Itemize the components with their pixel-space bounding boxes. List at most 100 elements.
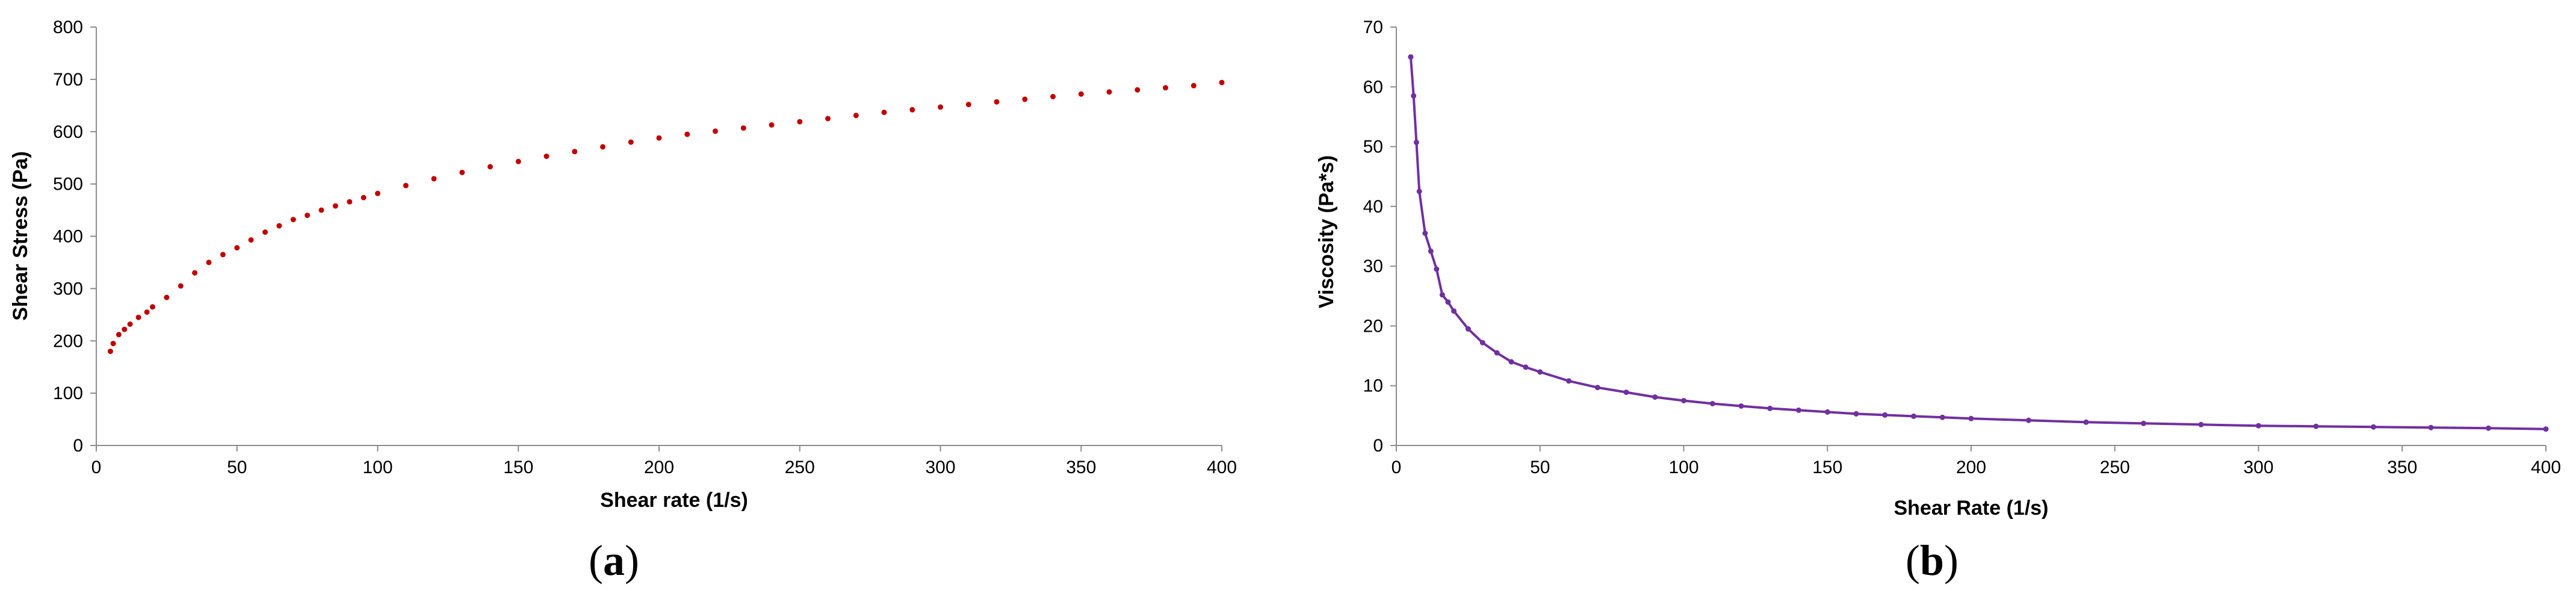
data-point — [1882, 412, 1888, 418]
y-tick-label: 500 — [53, 175, 83, 194]
data-point — [797, 119, 803, 125]
data-point — [2141, 420, 2146, 426]
data-point — [488, 164, 493, 170]
data-point — [1523, 364, 1529, 370]
panel-label-a: (a) — [589, 536, 639, 585]
y-tick-label: 40 — [1363, 197, 1383, 217]
data-point — [150, 304, 155, 310]
data-point — [1135, 87, 1141, 93]
x-tick-label: 250 — [2100, 458, 2130, 477]
data-point — [2198, 421, 2204, 427]
y-tick-label: 0 — [1373, 436, 1383, 456]
data-point — [1709, 401, 1715, 406]
data-point — [206, 259, 212, 265]
data-marks — [107, 79, 1225, 355]
y-tick-label: 300 — [53, 279, 83, 299]
x-tick-label: 200 — [1956, 458, 1986, 477]
data-point — [290, 217, 296, 223]
x-tick-label: 300 — [925, 458, 955, 477]
data-point — [1465, 326, 1471, 332]
data-point — [515, 158, 521, 164]
data-point — [825, 116, 831, 122]
data-point — [881, 110, 887, 116]
y-tick-label: 100 — [53, 383, 83, 403]
y-axis-ticks: 0 10 20 30 40 50 60 70 — [1363, 17, 1396, 456]
data-point — [1190, 82, 1197, 88]
x-tick-label: 350 — [2387, 458, 2417, 477]
y-tick-label: 20 — [1363, 316, 1383, 336]
data-point — [305, 213, 311, 219]
plot-area — [96, 27, 1222, 446]
y-axis-ticks: 0 100 200 300 400 500 600 700 800 — [53, 17, 96, 456]
data-point — [234, 245, 240, 251]
data-point — [2256, 423, 2261, 429]
data-point — [1163, 85, 1168, 91]
data-point — [192, 270, 198, 276]
data-point — [1566, 378, 1571, 384]
y-tick-label: 30 — [1363, 256, 1383, 276]
x-tick-label: 0 — [91, 458, 102, 477]
data-point — [994, 99, 1000, 105]
x-tick-label: 400 — [1207, 458, 1237, 477]
data-point — [853, 113, 859, 119]
data-point — [248, 237, 254, 243]
data-point — [220, 252, 226, 258]
y-tick-label: 60 — [1363, 77, 1383, 97]
y-tick-label: 600 — [53, 122, 83, 142]
data-point — [1767, 405, 1773, 411]
data-point — [965, 102, 971, 108]
data-point — [1939, 414, 1945, 420]
data-point — [1681, 398, 1686, 403]
data-point — [122, 326, 128, 332]
data-point — [1853, 411, 1859, 417]
data-point — [144, 309, 150, 315]
data-point — [431, 176, 437, 182]
x-tick-label: 150 — [503, 458, 533, 477]
y-tick-label: 200 — [53, 331, 83, 351]
data-point — [375, 190, 380, 196]
x-axis-ticks: 0 50 100 150 200 250 300 350 400 — [91, 445, 1237, 477]
data-point — [1652, 394, 1658, 400]
x-axis-title: Shear rate (1/s) — [600, 489, 748, 512]
data-point — [262, 229, 268, 235]
data-point — [1416, 188, 1422, 194]
x-tick-label: 300 — [2243, 458, 2273, 477]
x-tick-label: 50 — [227, 458, 247, 477]
data-point — [110, 341, 116, 347]
data-point — [1434, 266, 1440, 272]
y-axis-title: Shear Stress (Pa) — [9, 151, 32, 321]
data-point — [1408, 54, 1414, 60]
data-point — [1413, 140, 1419, 146]
panel-label-close-paren: ) — [1944, 536, 1958, 585]
y-axis-title: Viscosity (Pa*s) — [1315, 155, 1338, 309]
data-point — [1022, 96, 1028, 102]
x-tick-label: 50 — [1530, 458, 1550, 477]
data-point — [1494, 350, 1500, 356]
panel-label-letter: b — [1920, 536, 1944, 585]
x-axis-title: Shear Rate (1/s) — [1894, 497, 2049, 520]
panel-label-open-paren: ( — [589, 536, 603, 585]
data-point — [2083, 419, 2089, 425]
data-point — [684, 131, 690, 137]
data-point — [361, 194, 367, 200]
data-point — [318, 207, 324, 213]
data-point — [127, 321, 133, 327]
data-point — [740, 125, 746, 131]
x-tick-label: 250 — [785, 458, 815, 477]
data-point — [572, 149, 578, 155]
data-point — [2486, 425, 2491, 431]
x-tick-label: 200 — [644, 458, 674, 477]
data-point — [1411, 93, 1417, 99]
data-point — [1594, 385, 1600, 391]
data-point — [1428, 248, 1434, 254]
data-point — [543, 154, 550, 160]
panel-label-open-paren: ( — [1906, 536, 1920, 585]
data-point — [347, 199, 353, 205]
data-point — [1451, 308, 1457, 314]
data-point — [1422, 231, 1428, 236]
data-point — [628, 139, 634, 145]
data-point — [459, 170, 465, 175]
y-tick-label: 50 — [1363, 137, 1383, 157]
data-point — [403, 182, 409, 188]
panel-label-letter: a — [603, 536, 625, 585]
